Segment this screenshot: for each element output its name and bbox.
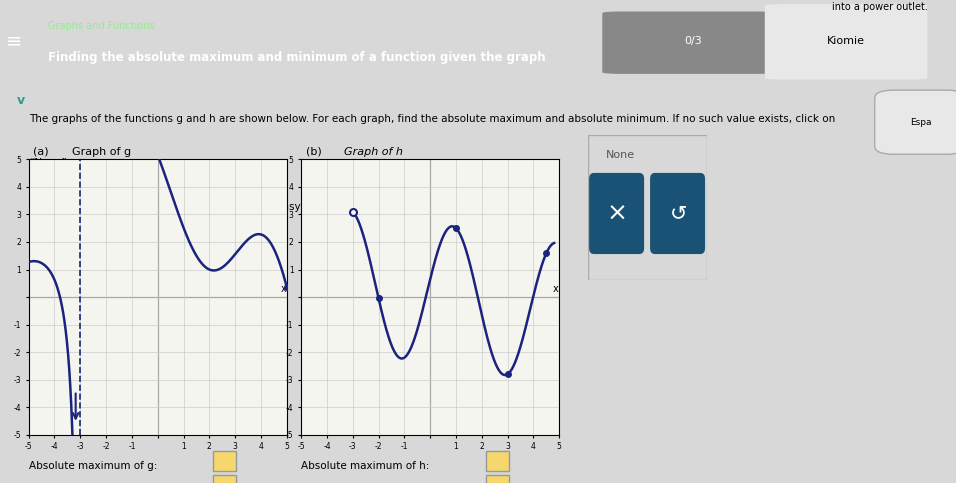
Text: (a): (a) xyxy=(33,147,49,157)
Text: Graph of g: Graph of g xyxy=(72,147,131,157)
FancyBboxPatch shape xyxy=(650,173,705,254)
Text: x: x xyxy=(280,284,286,294)
Text: Espa: Espa xyxy=(910,118,931,127)
FancyBboxPatch shape xyxy=(765,4,927,80)
Text: ≡: ≡ xyxy=(6,31,23,51)
Text: into a power outlet.: into a power outlet. xyxy=(832,2,927,13)
Text: Absolute maximum of g:: Absolute maximum of g: xyxy=(29,461,157,471)
Text: Assume that the dashed line shown is a vertical asymptote that the graph does no: Assume that the dashed line shown is a v… xyxy=(29,202,499,213)
Text: 0/3: 0/3 xyxy=(684,36,702,46)
Text: “None”.: “None”. xyxy=(29,158,70,168)
Text: v: v xyxy=(17,94,25,107)
Text: Kiomie: Kiomie xyxy=(827,36,865,46)
Text: Graph of h: Graph of h xyxy=(344,147,403,157)
Text: Finding the absolute maximum and minimum of a function given the graph: Finding the absolute maximum and minimum… xyxy=(48,51,546,64)
Text: ↺: ↺ xyxy=(669,203,687,224)
Text: Graphs and Functions: Graphs and Functions xyxy=(48,20,155,30)
FancyBboxPatch shape xyxy=(875,90,956,154)
FancyBboxPatch shape xyxy=(602,12,774,74)
Text: The graphs of the functions g and h are shown below. For each graph, find the ab: The graphs of the functions g and h are … xyxy=(29,114,835,124)
Text: x: x xyxy=(553,284,558,294)
Text: ×: × xyxy=(607,201,628,226)
FancyBboxPatch shape xyxy=(589,173,644,254)
Text: (b): (b) xyxy=(306,147,321,157)
Text: None: None xyxy=(606,150,635,160)
Text: Absolute maximum of h:: Absolute maximum of h: xyxy=(301,461,429,471)
